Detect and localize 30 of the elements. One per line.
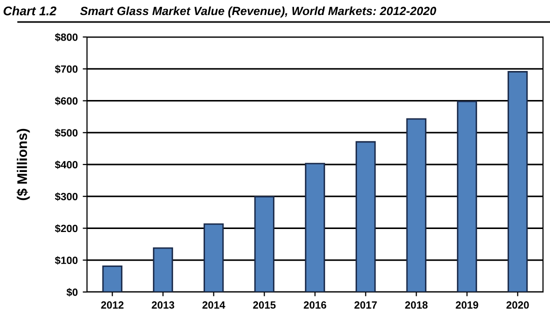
bar: [456, 100, 478, 292]
bar: [304, 162, 326, 292]
x-tick-label: 2016: [304, 301, 326, 309]
y-axis-title: ($ Millions): [16, 128, 30, 200]
caption: Chart 1.2: [4, 6, 56, 16]
x-tick-label: 2014: [202, 301, 226, 309]
y-tick-label: $600: [54, 96, 78, 106]
bar: [152, 247, 174, 292]
x-tick-label: 2018: [405, 301, 428, 309]
x-tick-label: 2020: [506, 301, 529, 309]
y-tick-label: $400: [54, 160, 78, 170]
y-tick-label: $500: [54, 128, 78, 138]
x-tick-label: 2013: [152, 301, 174, 309]
x-tick-label: 2012: [101, 301, 124, 309]
bar: [254, 196, 274, 292]
bar: [102, 265, 122, 292]
x-tick-label: 2017: [354, 301, 377, 309]
y-tick-label: $200: [54, 224, 78, 233]
bar: [406, 118, 426, 292]
bar: [356, 141, 376, 292]
y-tick-label: $700: [54, 64, 78, 74]
bar: [204, 223, 224, 292]
y-tick-label: $300: [54, 192, 78, 201]
chart-title: Smart Glass Market Value (Revenue), World Markets: 2012-2020: [80, 6, 436, 18]
bar: [508, 71, 528, 292]
y-tick-label: $800: [54, 33, 78, 42]
y-tick-label: $100: [54, 256, 78, 265]
x-tick-label: 2015: [253, 301, 276, 309]
x-tick-label: 2019: [456, 301, 478, 309]
y-tick-label: $0: [66, 288, 78, 297]
